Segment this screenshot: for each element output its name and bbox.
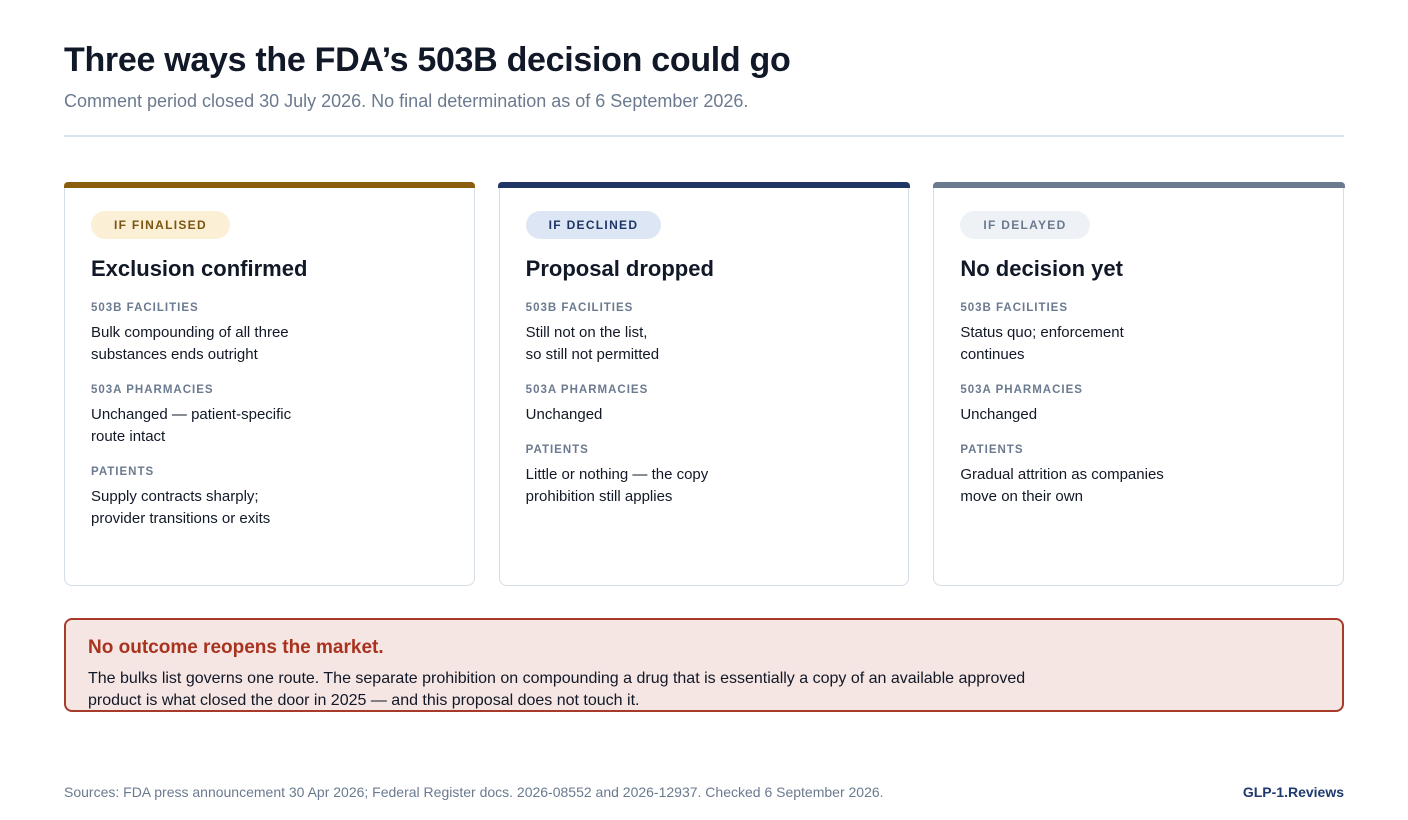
- impact-text: Bulk compounding of all three substances…: [91, 324, 289, 363]
- impact-503a: 503A PHARMACIES Unchanged: [960, 382, 1317, 426]
- impact-503a: 503A PHARMACIES Unchanged — patient-spec…: [91, 382, 448, 448]
- impact-label: PATIENTS: [91, 466, 155, 478]
- scenario-title: Exclusion confirmed: [91, 256, 308, 281]
- scenario-card-delayed: IF DELAYED No decision yet 503B FACILITI…: [932, 181, 1345, 586]
- header: Three ways the FDA’s 503B decision could…: [64, 38, 1344, 114]
- impact-text: Unchanged — patient-specific route intac…: [91, 406, 292, 445]
- card-accent-bar: [932, 181, 1345, 188]
- impact-label: 503B FACILITIES: [525, 302, 634, 314]
- page-subtitle: Comment period closed 30 July 2026. No f…: [64, 91, 749, 111]
- header-divider: [64, 135, 1344, 137]
- impact-text: Little or nothing — the copy prohibition…: [525, 466, 709, 505]
- scenario-tag: IF FINALISED: [91, 211, 230, 239]
- impact-label: 503A PHARMACIES: [91, 384, 214, 396]
- card-accent-bar: [498, 181, 910, 188]
- scenario-tag: IF DELAYED: [960, 211, 1090, 239]
- scenario-title: No decision yet: [960, 256, 1123, 281]
- impact-label: 503B FACILITIES: [91, 302, 199, 314]
- callout-text: The bulks list governs one route. The se…: [88, 670, 1026, 709]
- impact-label: PATIENTS: [525, 444, 589, 456]
- impact-text: Unchanged: [960, 406, 1038, 423]
- footer: Sources: FDA press announcement 30 Apr 2…: [64, 782, 1344, 802]
- impact-patients: PATIENTS Gradual attrition as companies …: [960, 442, 1317, 508]
- card-accent-bar: [63, 181, 476, 188]
- impact-patients: PATIENTS Supply contracts sharply; provi…: [91, 464, 448, 530]
- scenario-cards: IF FINALISED Exclusion confirmed 503B FA…: [63, 181, 1345, 586]
- impact-text: Still not on the list, so still not perm…: [525, 324, 660, 363]
- impact-503b: 503B FACILITIES Still not on the list, s…: [526, 300, 883, 366]
- impact-label: PATIENTS: [960, 444, 1024, 456]
- scenario-card-declined: IF DECLINED Proposal dropped 503B FACILI…: [498, 181, 910, 586]
- key-takeaway-callout: No outcome reopens the market. The bulks…: [64, 618, 1344, 712]
- impact-label: 503A PHARMACIES: [525, 384, 649, 396]
- sources-note: Sources: FDA press announcement 30 Apr 2…: [64, 784, 884, 800]
- impact-label: 503B FACILITIES: [960, 302, 1069, 314]
- impact-label: 503A PHARMACIES: [960, 384, 1083, 396]
- impact-503a: 503A PHARMACIES Unchanged: [526, 382, 883, 426]
- page-title: Three ways the FDA’s 503B decision could…: [64, 41, 791, 79]
- scenario-title: Proposal dropped: [525, 256, 714, 281]
- callout-title: No outcome reopens the market.: [88, 637, 384, 658]
- brand-wordmark: GLP-1.Reviews: [1242, 784, 1344, 800]
- impact-patients: PATIENTS Little or nothing — the copy pr…: [526, 442, 883, 508]
- impact-text: Status quo; enforcement continues: [960, 324, 1124, 363]
- impact-503b: 503B FACILITIES Bulk compounding of all …: [91, 300, 448, 366]
- impact-503b: 503B FACILITIES Status quo; enforcement …: [960, 300, 1317, 366]
- impact-text: Supply contracts sharply; provider trans…: [91, 488, 271, 527]
- impact-text: Unchanged: [525, 406, 603, 423]
- scenario-tag: IF DECLINED: [525, 211, 662, 239]
- impact-text: Gradual attrition as companies move on t…: [960, 466, 1164, 505]
- scenario-card-finalised: IF FINALISED Exclusion confirmed 503B FA…: [63, 181, 476, 586]
